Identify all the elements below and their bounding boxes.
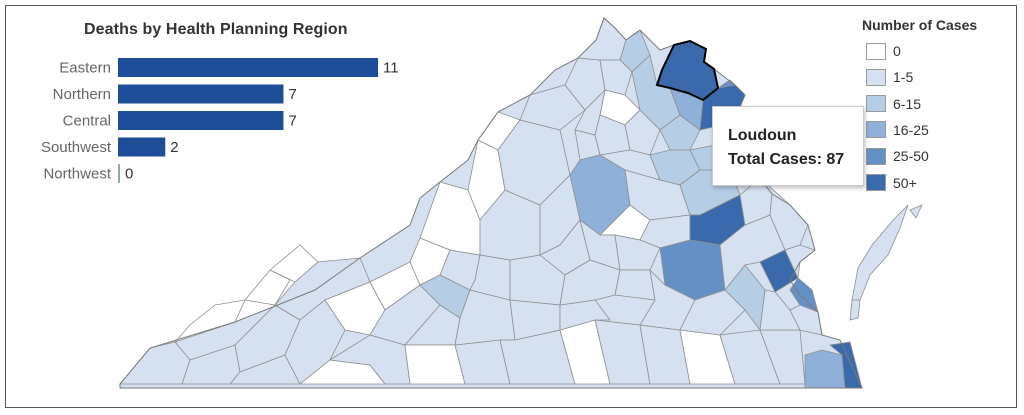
- bar-category-label-northwest: Northwest: [43, 166, 111, 183]
- legend-item-3[interactable]: 16-25: [866, 120, 929, 140]
- map-locality-patrick[interactable]: [404, 344, 466, 385]
- bar-value-label-northern: 7: [288, 86, 296, 103]
- tooltip-locality-name: Loudoun: [728, 127, 797, 144]
- bar-value-label-eastern: 11: [383, 60, 399, 77]
- bar-category-label-central: Central: [63, 113, 111, 130]
- legend-swatch: [866, 174, 886, 191]
- bar-northern[interactable]: [118, 84, 284, 104]
- map-locality-prinedward[interactable]: [614, 269, 656, 301]
- legend-title: Number of Cases: [862, 17, 978, 33]
- legend-item-5[interactable]: 50+: [866, 173, 917, 193]
- bar-category-label-eastern: Eastern: [59, 60, 111, 77]
- legend-label: 50+: [893, 174, 917, 191]
- legend-swatch: [866, 68, 886, 86]
- legend-swatch: [866, 147, 886, 165]
- map-locality-stafford[interactable]: [659, 114, 701, 151]
- map-locality-culpeper[interactable]: [624, 109, 661, 156]
- bar-central[interactable]: [118, 111, 284, 130]
- legend-label: 16-25: [893, 121, 929, 138]
- deaths-bar-chart: Eastern 11 Northern 7 Central 7 Southwest 2 Nort…: [41, 58, 399, 183]
- legend-label: 0: [893, 43, 901, 59]
- map-locality-northampton[interactable]: [849, 299, 861, 321]
- legend-label: 1-5: [893, 69, 914, 86]
- map-locality-loudoun[interactable]: [655, 39, 720, 102]
- map-locality-chincoteague[interactable]: [909, 204, 923, 219]
- legend-swatch: [866, 121, 886, 139]
- map-locality-dinwiddie[interactable]: [679, 289, 746, 336]
- map-locality-warren[interactable]: [599, 59, 633, 96]
- bar-category-label-northern: Northern: [53, 86, 111, 103]
- map-locality-chesapeake[interactable]: [804, 349, 846, 389]
- legend-item-1[interactable]: 1-5: [866, 67, 913, 87]
- legend-label: 25-50: [893, 148, 929, 165]
- bar-value-label-central: 7: [288, 113, 296, 130]
- map-locality-cumberland[interactable]: [614, 234, 661, 271]
- map-locality-lee[interactable]: [119, 341, 191, 385]
- map-tooltip: Loudoun Total Cases: 87: [712, 106, 864, 186]
- bar-value-label-southwest: 2: [170, 139, 178, 156]
- bar-category-label-southwest: Southwest: [41, 139, 112, 156]
- legend-swatch: [866, 42, 886, 60]
- bar-northwest[interactable]: [118, 164, 120, 183]
- legend-item-4[interactable]: 25-50: [866, 146, 929, 166]
- bar-chart-title: Deaths by Health Planning Region: [84, 21, 348, 38]
- tooltip-total-cases: Total Cases: 87: [728, 151, 845, 168]
- map-locality-accomack[interactable]: [851, 204, 909, 301]
- legend-label: 6-15: [893, 95, 922, 112]
- bar-southwest[interactable]: [118, 137, 166, 157]
- bar-value-label-northwest: 0: [125, 166, 133, 183]
- bar-eastern[interactable]: [118, 58, 378, 77]
- legend-item-0[interactable]: 0: [866, 41, 901, 61]
- legend-item-2[interactable]: 6-15: [866, 94, 921, 114]
- legend-swatch: [866, 95, 886, 113]
